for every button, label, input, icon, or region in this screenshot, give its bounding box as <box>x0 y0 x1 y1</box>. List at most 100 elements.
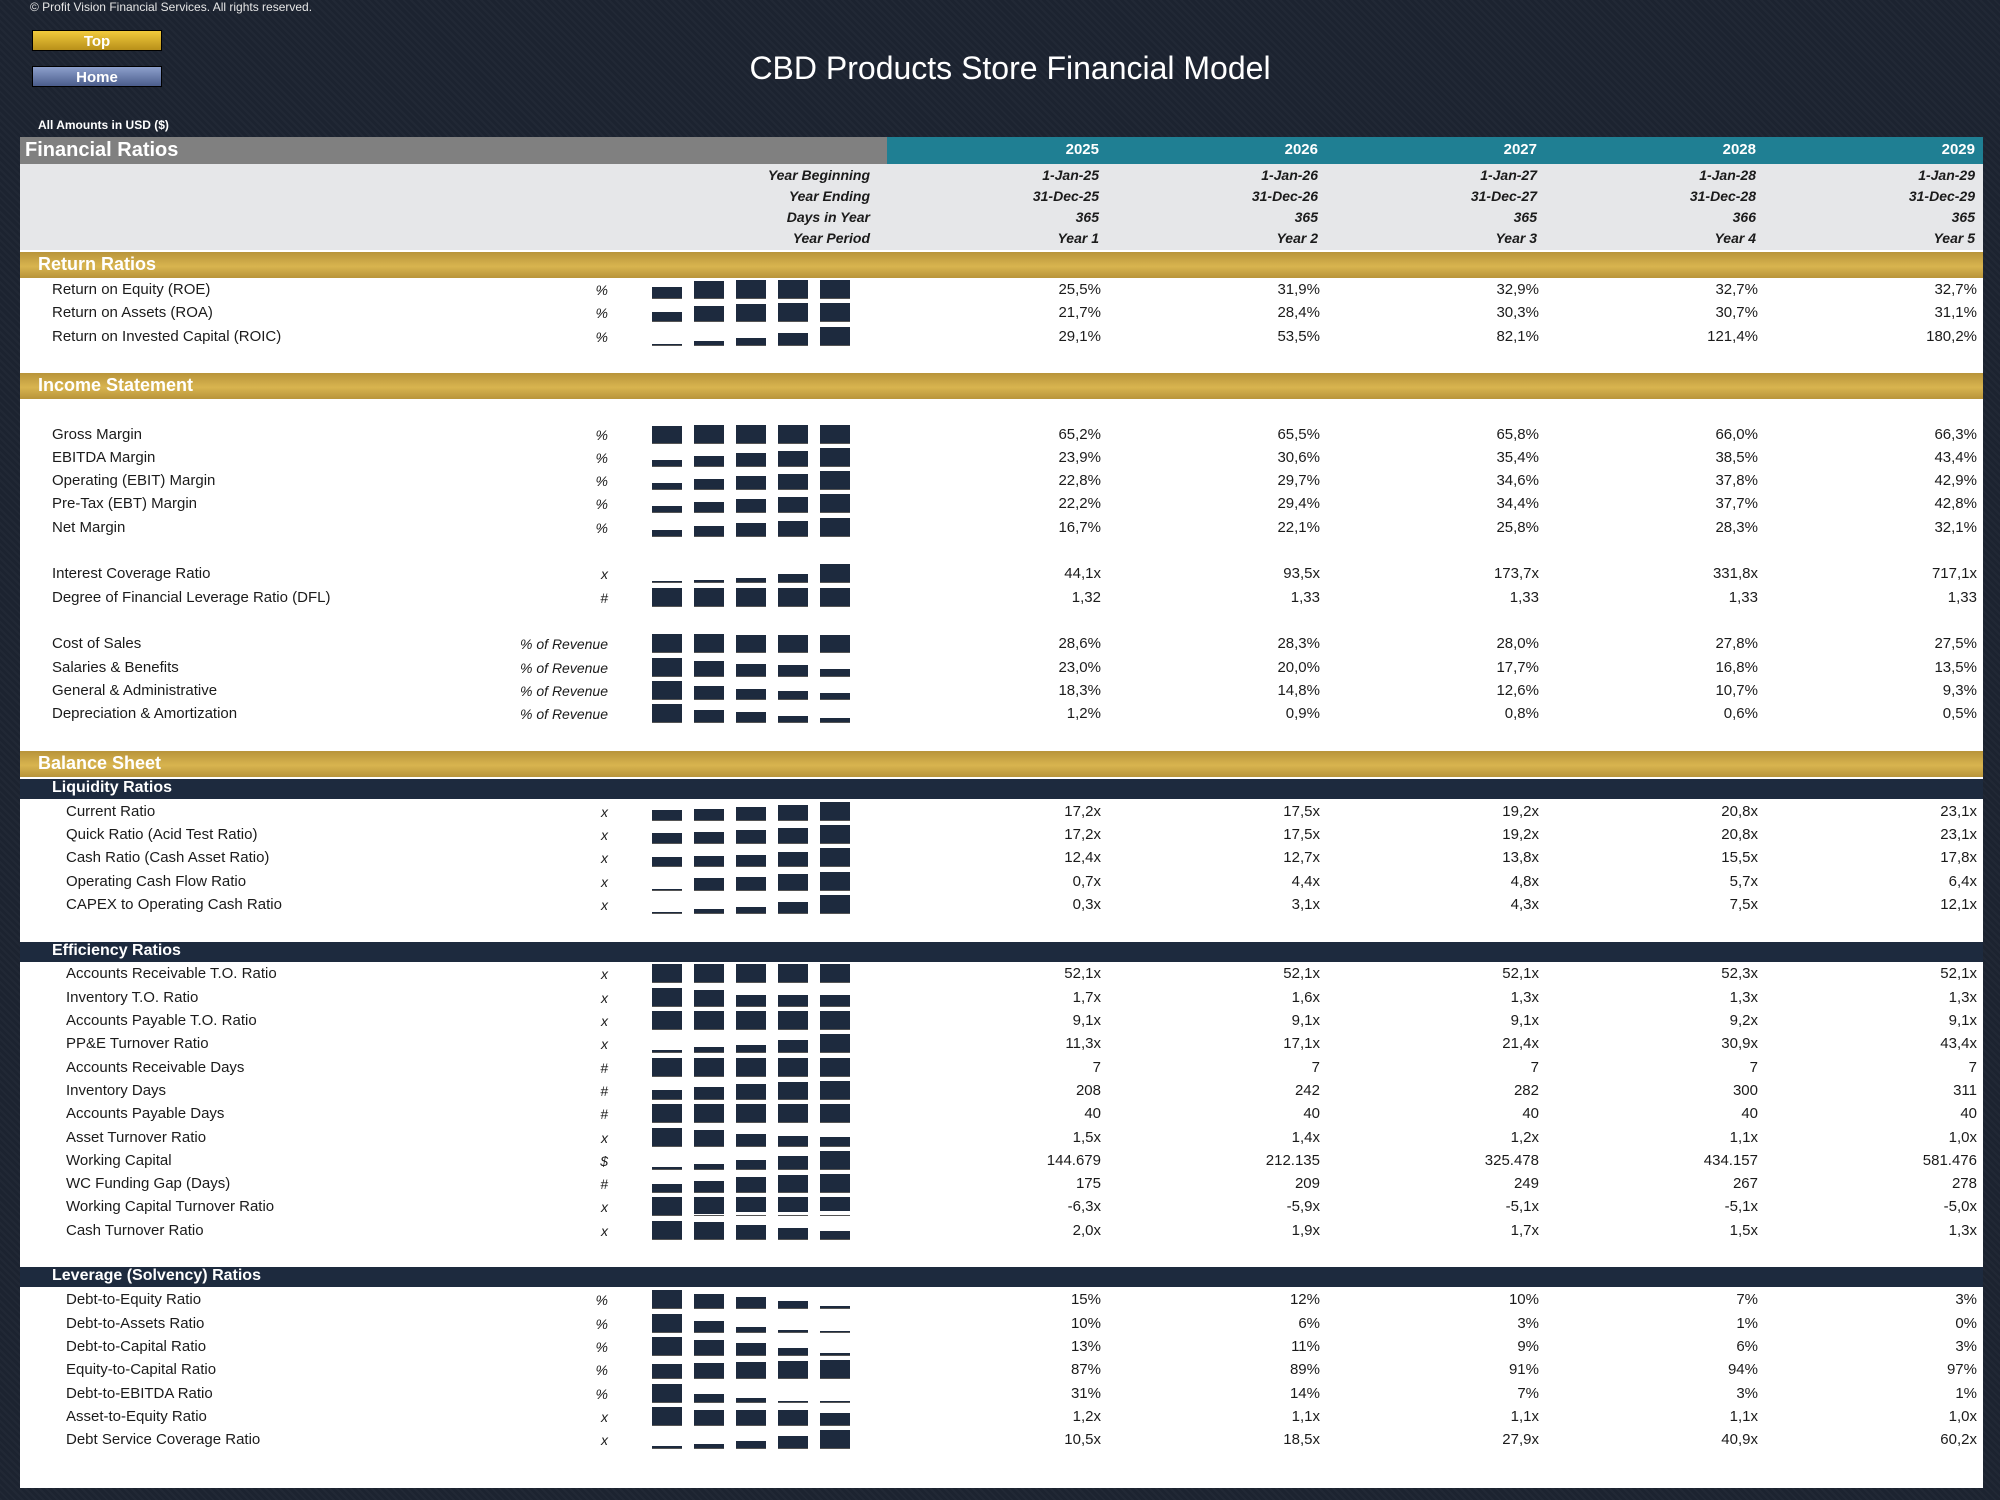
sparkline-baseline <box>778 536 808 537</box>
row-unit: % <box>595 496 608 512</box>
sparkline-baseline <box>652 606 682 607</box>
sparkline-baseline <box>736 722 766 723</box>
sparkline-bar <box>736 280 766 298</box>
cell-value: 27,8% <box>1715 635 1758 652</box>
sparkline-bar <box>820 494 850 512</box>
cell-value: 1,2% <box>1066 705 1101 722</box>
sparkline-bar <box>736 1177 766 1192</box>
sparkline-bar <box>778 497 808 512</box>
sparkline-bar <box>736 1058 766 1076</box>
table-header-bar: Financial Ratios <box>20 137 887 164</box>
table-row: Operating Cash Flow Ratio x 0,7x 4,4x 4,8x 5,… <box>20 870 1983 893</box>
cell-value: 31,1% <box>1934 304 1977 321</box>
sparkline-baseline <box>820 321 850 322</box>
sparkline-bar <box>778 1301 808 1308</box>
period-label: Days in Year <box>786 209 870 225</box>
cell-value: 17,2x <box>1064 803 1101 820</box>
cell-value: 0,9% <box>1285 705 1320 722</box>
year-header: 2026 <box>1284 141 1318 158</box>
cell-value: 1,4x <box>1291 1129 1320 1146</box>
sparkline-baseline <box>736 1122 766 1123</box>
sparkline-baseline <box>736 1378 766 1379</box>
home-button[interactable]: Home <box>32 66 162 87</box>
cell-value: 38,5% <box>1715 449 1758 466</box>
sparkline-bar <box>820 1058 850 1076</box>
period-value: 31-Dec-26 <box>1251 188 1318 204</box>
trend-sparkline <box>650 823 870 846</box>
trend-sparkline <box>650 1358 870 1381</box>
cell-value: 4,4x <box>1291 873 1320 890</box>
sparkline-baseline <box>778 443 808 444</box>
sparkline-baseline <box>820 1355 850 1356</box>
row-unit: % <box>595 1362 608 1378</box>
cell-value: 40 <box>1741 1105 1758 1122</box>
sparkline-baseline <box>694 345 724 346</box>
sparkline-bar <box>778 303 808 321</box>
sparkline-bar <box>736 877 766 890</box>
cell-value: 20,8x <box>1721 803 1758 820</box>
sparkline-bar <box>736 635 766 652</box>
sparkline-bar <box>778 1330 808 1332</box>
sparkline-baseline <box>778 1308 808 1309</box>
sparkline-bar <box>778 1361 808 1378</box>
row-label: Pre-Tax (EBT) Margin <box>52 495 198 512</box>
trend-sparkline <box>650 632 870 655</box>
cell-value: 37,8% <box>1715 472 1758 489</box>
cell-value: 17,8x <box>1940 849 1977 866</box>
sparkline-bar <box>736 964 766 982</box>
trend-sparkline <box>650 1219 870 1242</box>
sparkline-bar <box>652 1364 682 1378</box>
cell-value: 1,3x <box>1948 1222 1977 1239</box>
sparkline-bar <box>820 1034 850 1052</box>
cell-value: 52,3x <box>1721 965 1758 982</box>
cell-value: 17,5x <box>1283 826 1320 843</box>
cell-value: 1,32 <box>1071 589 1101 606</box>
period-value: 31-Dec-27 <box>1470 188 1537 204</box>
table-row: PP&E Turnover Ratio x 11,3x 17,1x 21,4x 30,9x… <box>20 1032 1983 1055</box>
sparkline-baseline <box>694 582 724 583</box>
trend-sparkline <box>650 1428 870 1451</box>
table-title: Financial Ratios <box>25 139 179 161</box>
cell-value: 12,7x <box>1283 849 1320 866</box>
trend-sparkline <box>650 1312 870 1335</box>
year-header: 2025 <box>1065 141 1099 158</box>
subsection-header: Efficiency Ratios <box>20 941 1983 962</box>
cell-value: 22,2% <box>1058 495 1101 512</box>
period-value: 365 <box>1294 209 1318 225</box>
row-label: Asset-to-Equity Ratio <box>66 1408 207 1425</box>
sparkline-bar <box>820 1104 850 1122</box>
cell-value: 325.478 <box>1484 1152 1539 1169</box>
cell-value: 121,4% <box>1707 328 1758 345</box>
year-header: 2027 <box>1503 141 1537 158</box>
sparkline-bar <box>652 1446 682 1448</box>
sparkline-bar <box>694 1410 724 1425</box>
period-value: Year 3 <box>1495 230 1537 246</box>
sparkline-bar <box>820 425 850 443</box>
cell-value: 331,8x <box>1712 565 1758 582</box>
cell-value: 91% <box>1508 1361 1539 1378</box>
sparkline-bar <box>652 483 682 489</box>
sparkline-baseline <box>778 1332 808 1333</box>
sparkline-baseline <box>778 345 808 346</box>
sparkline-baseline <box>778 982 808 983</box>
row-label: Accounts Payable T.O. Ratio <box>66 1012 257 1029</box>
cell-value: 10% <box>1070 1315 1101 1332</box>
sparkline-bar <box>694 909 724 913</box>
cell-value: 7% <box>1517 1385 1539 1402</box>
top-button[interactable]: Top <box>32 30 162 51</box>
sparkline-bar <box>778 588 808 606</box>
sparkline-baseline <box>694 699 724 700</box>
sparkline-baseline <box>820 443 850 444</box>
sparkline-bar <box>736 807 766 820</box>
sparkline-baseline <box>820 1448 850 1449</box>
sparkline-bar <box>694 856 724 866</box>
sparkline-bar <box>778 1011 808 1029</box>
cell-value: 17,1x <box>1283 1035 1320 1052</box>
period-value: 1-Jan-26 <box>1261 167 1318 183</box>
sparkline-bar <box>736 689 766 699</box>
year-header: 2028 <box>1722 141 1756 158</box>
sparkline-bar <box>652 1011 682 1029</box>
sparkline-baseline <box>694 820 724 821</box>
cell-value: 35,4% <box>1496 449 1539 466</box>
cell-value: 29,1% <box>1058 328 1101 345</box>
